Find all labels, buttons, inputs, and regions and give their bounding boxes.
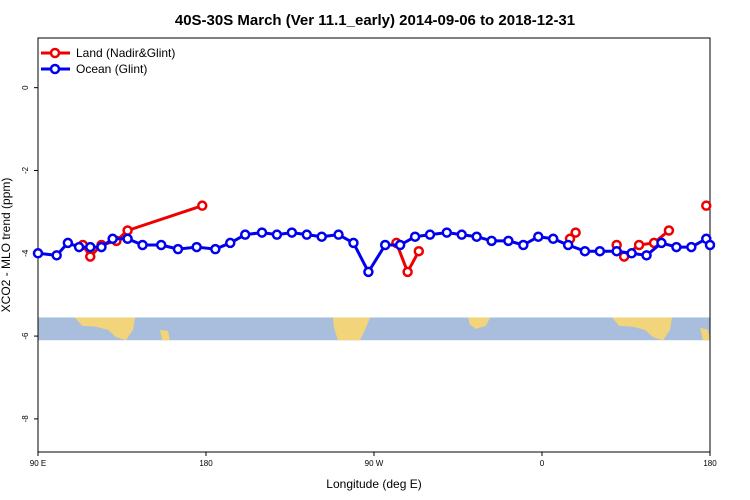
legend-land-label: Land (Nadir&Glint) <box>76 46 175 60</box>
y-tick-label: -8 <box>21 415 30 423</box>
data-point <box>409 231 421 242</box>
data-point <box>402 266 413 278</box>
data-point <box>137 239 148 251</box>
data-point <box>471 231 482 242</box>
x-axis-label: Longitude (deg E) <box>326 477 421 491</box>
data-point <box>172 243 184 255</box>
data-point <box>32 248 44 259</box>
series-line <box>37 231 712 274</box>
data-point <box>424 229 436 240</box>
data-point <box>122 225 133 236</box>
y-tick-label: -4 <box>21 249 30 257</box>
data-point <box>239 229 251 240</box>
data-point <box>256 227 268 238</box>
data-point <box>301 229 313 240</box>
map-land-4 <box>468 317 490 329</box>
data-point <box>456 229 467 240</box>
data-point <box>633 239 645 251</box>
data-point <box>394 239 406 251</box>
data-point <box>570 227 581 238</box>
data-point <box>503 235 514 247</box>
data-point <box>413 245 425 257</box>
map-land-3 <box>333 317 370 341</box>
x-tick-label: 0 <box>540 459 545 468</box>
data-point <box>579 245 591 257</box>
data-point <box>333 229 344 240</box>
x-tick-label: 90 W <box>365 459 384 468</box>
y-axis: 0 -2 -4 -6 -8 <box>21 85 38 423</box>
x-tick-label: 180 <box>199 459 213 468</box>
data-point <box>594 245 606 257</box>
series-1 <box>32 227 716 278</box>
data-point <box>562 239 574 251</box>
map-land-2 <box>160 329 170 341</box>
map-band <box>38 317 710 341</box>
data-point <box>363 266 374 278</box>
y-axis-label: XCO2 - MLO trend (ppm) <box>0 178 13 313</box>
data-point <box>441 227 453 238</box>
x-tick-label: 90 E <box>30 459 46 468</box>
data-point <box>379 239 391 251</box>
data-point <box>533 231 544 242</box>
chart-title: 40S-30S March (Ver 11.1_early) 2014-09-0… <box>175 12 575 29</box>
map-land-1 <box>612 317 672 341</box>
series-layer <box>32 200 716 278</box>
data-point <box>656 237 667 249</box>
data-point <box>641 250 652 261</box>
y-tick-label: -6 <box>21 332 30 340</box>
x-axis: 90 E 180 90 W 0 180 <box>30 452 717 468</box>
data-point <box>122 233 133 245</box>
data-point <box>197 200 208 211</box>
data-point <box>547 233 559 245</box>
x-tick-label: 180 <box>703 459 717 468</box>
data-point <box>271 229 283 240</box>
data-point <box>96 241 107 253</box>
data-point <box>107 233 118 245</box>
data-point <box>486 235 497 247</box>
data-point <box>518 239 529 251</box>
legend-ocean-marker <box>49 63 61 75</box>
data-point <box>626 248 637 259</box>
series-0 <box>77 200 712 278</box>
data-point <box>73 241 85 253</box>
map-ocean <box>38 317 710 341</box>
data-point <box>210 243 221 255</box>
data-point <box>701 200 712 211</box>
y-tick-label: -2 <box>21 166 30 174</box>
legend-land-marker <box>49 47 61 59</box>
data-point <box>62 237 74 249</box>
data-point <box>704 239 716 251</box>
data-point <box>85 251 96 262</box>
data-point <box>316 231 327 242</box>
legend-ocean-label: Ocean (Glint) <box>76 62 147 76</box>
data-point <box>85 241 96 253</box>
map-land-5 <box>700 327 710 341</box>
data-point <box>663 225 675 236</box>
data-point <box>686 241 697 253</box>
data-point <box>191 241 202 253</box>
legend: Land (Nadir&Glint) Ocean (Glint) <box>41 46 175 76</box>
data-point <box>348 237 359 249</box>
data-point <box>286 227 298 238</box>
data-point <box>611 245 622 257</box>
y-tick-label: 0 <box>21 85 30 90</box>
data-point <box>155 239 167 251</box>
data-point <box>225 237 236 249</box>
map-land-0 <box>75 317 135 341</box>
data-point <box>671 241 682 253</box>
data-point <box>51 250 62 261</box>
